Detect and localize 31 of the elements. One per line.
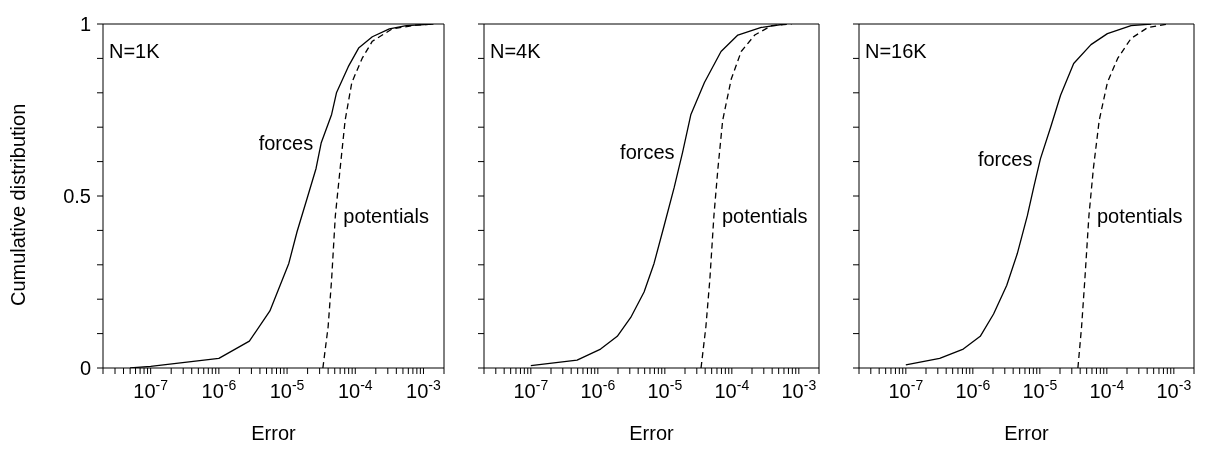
series-label: forces	[620, 141, 675, 164]
x-tick-label: 10$^{-6}$	[955, 377, 991, 402]
x-tick-label: 10$^{-4}$	[714, 377, 750, 402]
x-tick-label: 10$^{-4}$	[1089, 377, 1125, 402]
x-tick-label: 10$^{-5}$	[1022, 377, 1058, 402]
annotation: N=4K	[490, 40, 541, 62]
x-tick-label: 10$^{-5}$	[647, 377, 683, 402]
y-tick-label: 0.5	[63, 185, 91, 207]
series-label: potentials	[343, 204, 429, 227]
series-label: forces	[258, 132, 314, 155]
x-tick-label: 10$^{-3}$	[406, 377, 442, 402]
annotation: N=1K	[109, 40, 160, 62]
x-tick-label: 10$^{-4}$	[337, 377, 373, 402]
x-tick-label: 10$^{-5}$	[269, 377, 305, 402]
x-tick-label: 10$^{-6}$	[580, 377, 616, 402]
x-tick-label: 10$^{-7}$	[513, 377, 549, 402]
annotation: N=16K	[865, 40, 927, 62]
series-label: potentials	[721, 204, 808, 227]
x-axis-title: Error	[629, 422, 675, 444]
y-tick-label: 1	[79, 13, 91, 35]
x-tick-label: 10$^{-3}$	[781, 377, 817, 402]
y-axis-title: Cumulative distribution	[7, 103, 30, 306]
y-tick-label: 0	[79, 357, 91, 379]
series-label: potentials	[1096, 204, 1183, 227]
x-tick-label: 10$^{-7}$	[888, 377, 924, 402]
x-tick-label: 10$^{-7}$	[133, 377, 169, 402]
x-axis-title: Error	[251, 422, 297, 444]
x-axis-title: Error	[1004, 422, 1050, 444]
series-label: forces	[977, 147, 1033, 170]
x-tick-label: 10$^{-3}$	[1156, 377, 1192, 402]
x-tick-label: 10$^{-6}$	[201, 377, 237, 402]
